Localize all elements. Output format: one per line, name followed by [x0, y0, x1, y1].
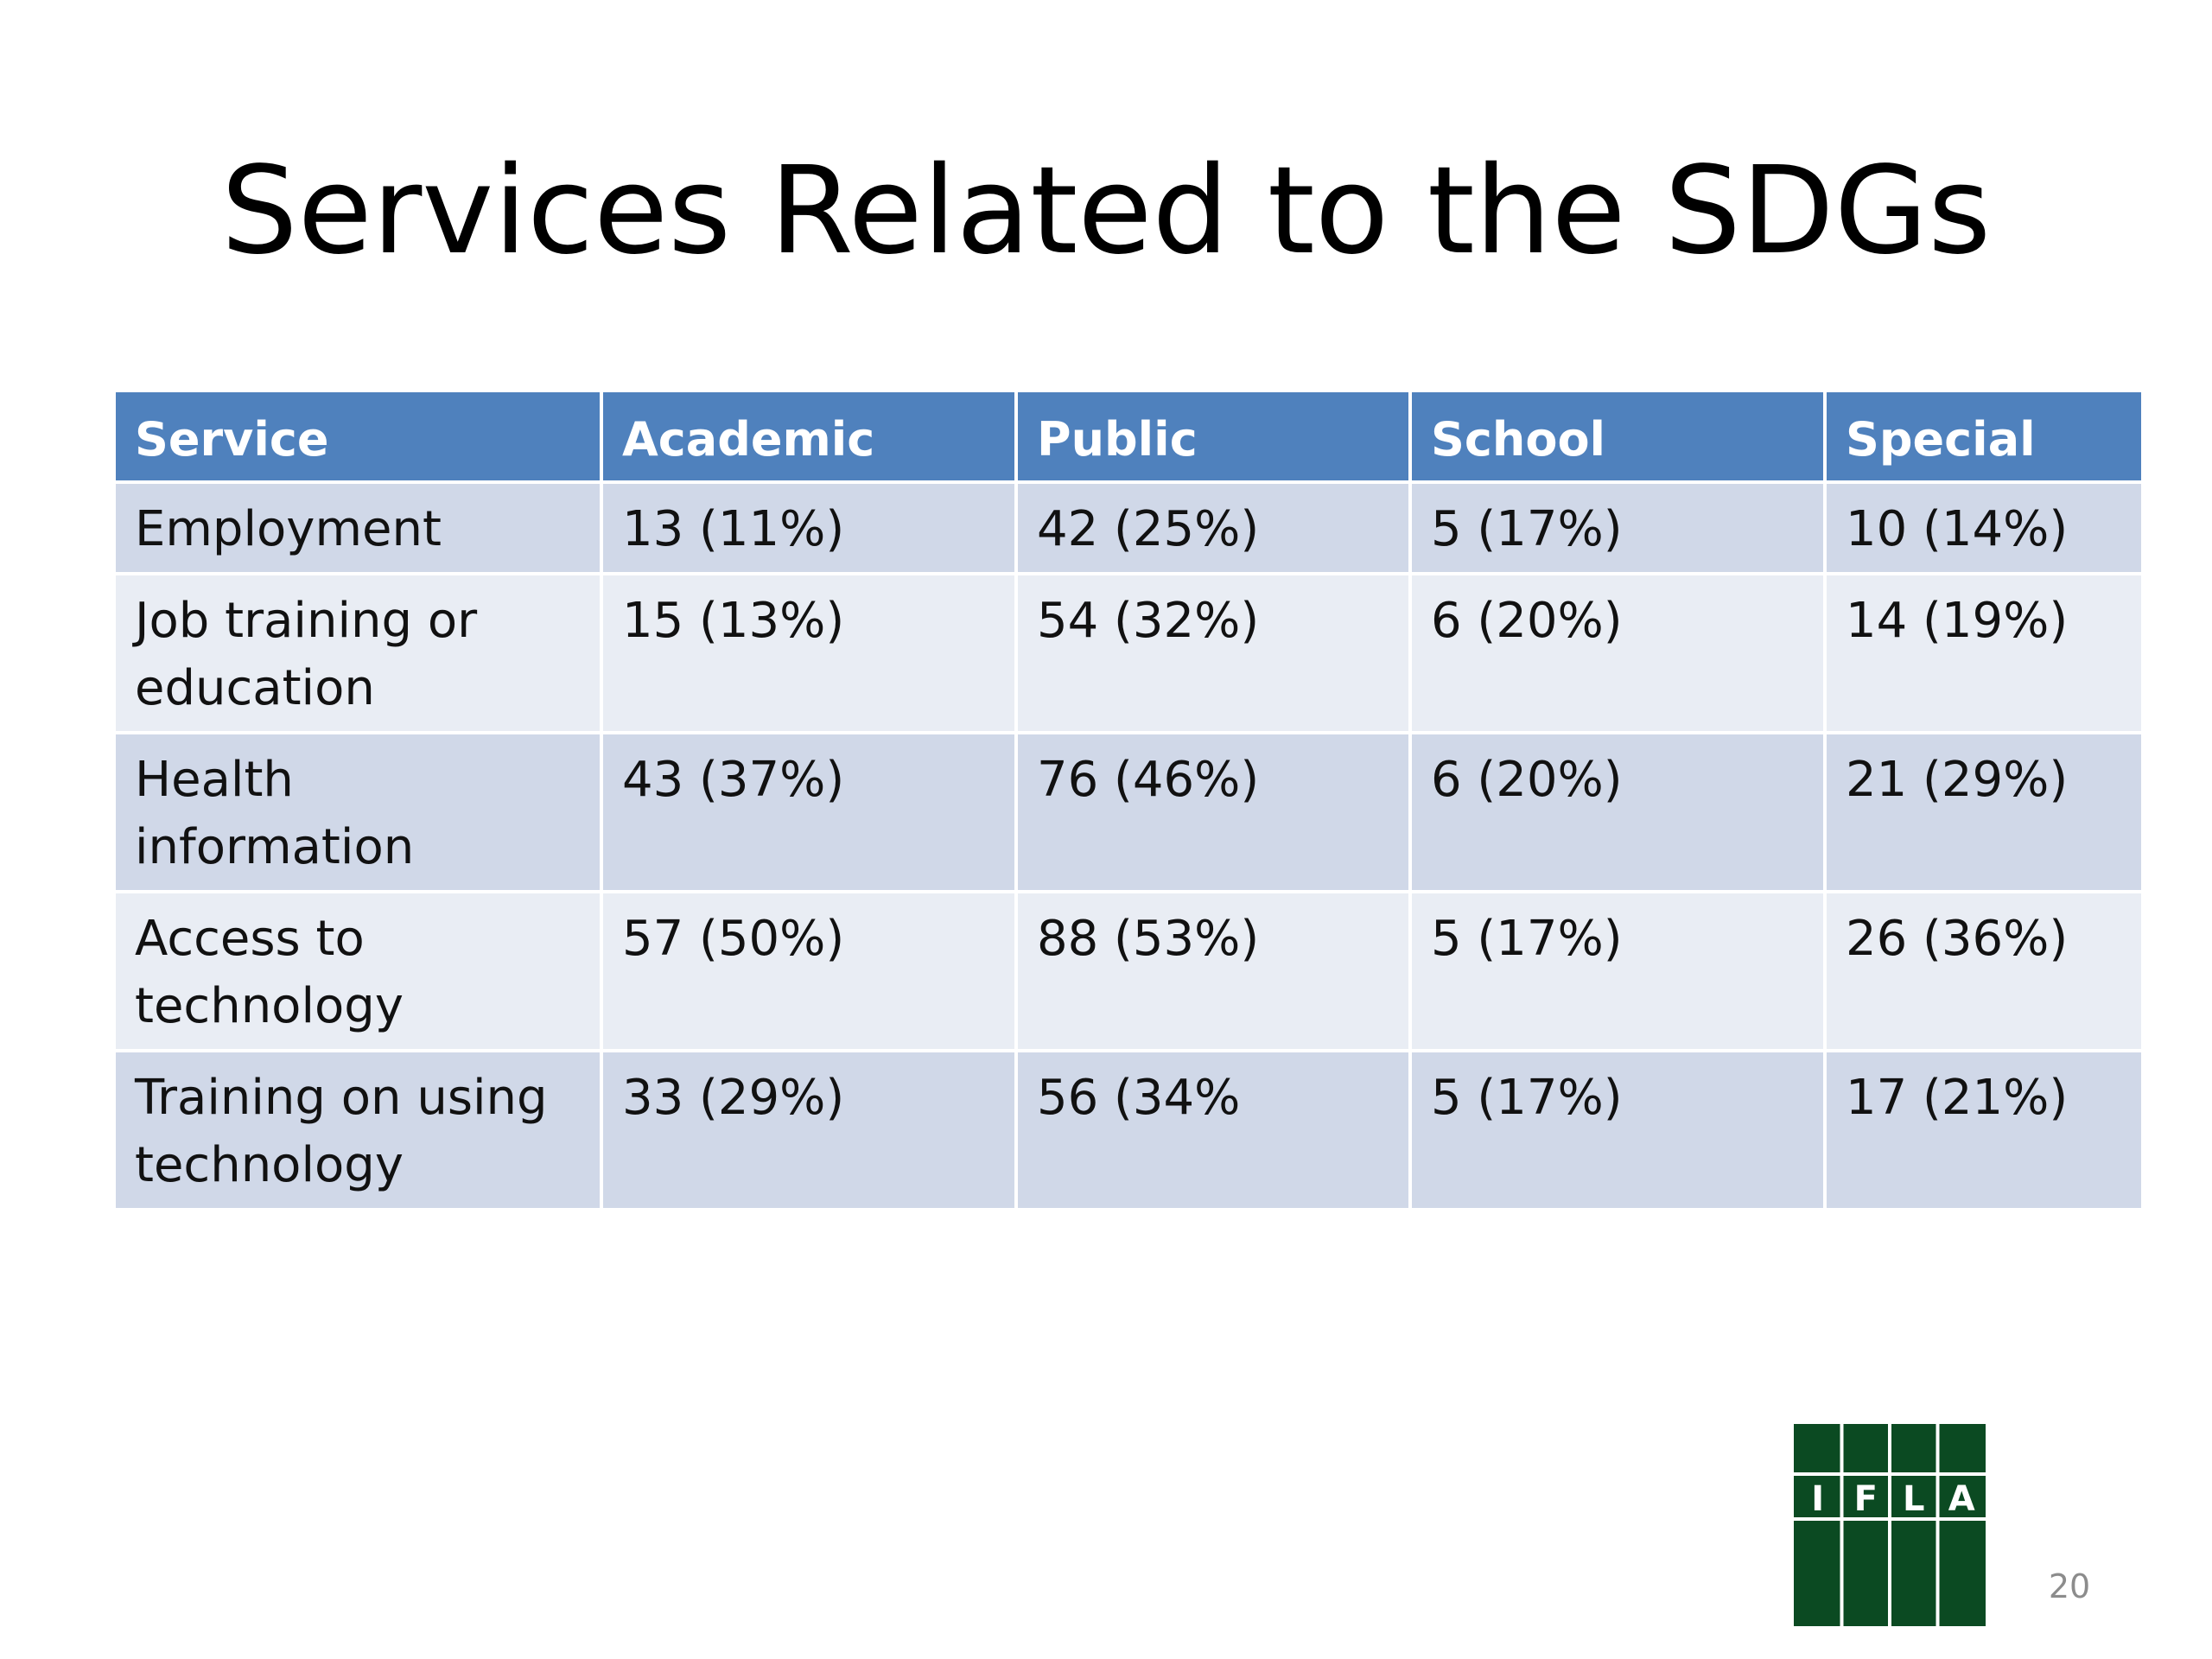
cell-public: 88 (53%) — [1014, 890, 1412, 1052]
cell-academic: 15 (13%) — [600, 572, 1018, 734]
services-table: Service Academic Public School Special E… — [112, 389, 2145, 1211]
header-public: Public — [1014, 389, 1412, 484]
cell-academic: 57 (50%) — [600, 890, 1018, 1052]
table-row: Health information 43 (37%) 76 (46%) 6 (… — [112, 731, 2145, 893]
cell-public: 54 (32%) — [1014, 572, 1412, 734]
cell-school: 5 (17%) — [1408, 1049, 1827, 1211]
cell-service: Employment — [112, 480, 603, 575]
header-academic: Academic — [600, 389, 1018, 484]
cell-school: 5 (17%) — [1408, 480, 1827, 575]
cell-public: 42 (25%) — [1014, 480, 1412, 575]
logo-letter-f: F — [1854, 1479, 1878, 1519]
header-special: Special — [1823, 389, 2145, 484]
table-header-row: Service Academic Public School Special — [112, 389, 2145, 484]
cell-public: 76 (46%) — [1014, 731, 1412, 893]
table-row: Access to technology 57 (50%) 88 (53%) 5… — [112, 890, 2145, 1052]
table-row: Training on using technology 33 (29%) 56… — [112, 1049, 2145, 1211]
logo-letter-l: L — [1903, 1479, 1925, 1519]
page-number: 20 — [2048, 1567, 2091, 1605]
cell-special: 14 (19%) — [1823, 572, 2145, 734]
cell-special: 21 (29%) — [1823, 731, 2145, 893]
cell-special: 17 (21%) — [1823, 1049, 2145, 1211]
header-service: Service — [112, 389, 603, 484]
table-row: Job training or education 15 (13%) 54 (3… — [112, 572, 2145, 734]
cell-school: 6 (20%) — [1408, 572, 1827, 734]
cell-public: 56 (34% — [1014, 1049, 1412, 1211]
cell-service: Training on using technology — [112, 1049, 603, 1211]
cell-academic: 33 (29%) — [600, 1049, 1018, 1211]
cell-academic: 13 (11%) — [600, 480, 1018, 575]
header-school: School — [1408, 389, 1827, 484]
cell-academic: 43 (37%) — [600, 731, 1018, 893]
cell-service: Job training or education — [112, 572, 603, 734]
logo-letter-a: A — [1948, 1479, 1975, 1519]
slide-title: Services Related to the SDGs — [220, 141, 1992, 282]
cell-school: 6 (20%) — [1408, 731, 1827, 893]
ifla-logo: I F L A — [1794, 1424, 1986, 1626]
table-row: Employment 13 (11%) 42 (25%) 5 (17%) 10 … — [112, 480, 2145, 575]
cell-service: Health information — [112, 731, 603, 893]
logo-letter-i: I — [1811, 1479, 1824, 1519]
cell-special: 10 (14%) — [1823, 480, 2145, 575]
cell-special: 26 (36%) — [1823, 890, 2145, 1052]
cell-school: 5 (17%) — [1408, 890, 1827, 1052]
cell-service: Access to technology — [112, 890, 603, 1052]
